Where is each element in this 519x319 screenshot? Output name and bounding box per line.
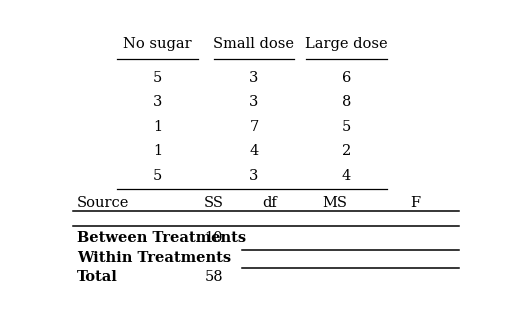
Text: 5: 5: [153, 70, 162, 85]
Text: 1: 1: [153, 144, 162, 158]
Text: 3: 3: [249, 95, 258, 109]
Text: 8: 8: [342, 95, 351, 109]
Text: F: F: [409, 196, 420, 210]
Text: Source: Source: [77, 196, 129, 210]
Text: 5: 5: [342, 120, 351, 134]
Text: 1: 1: [153, 120, 162, 134]
Text: df: df: [263, 196, 277, 210]
Text: Small dose: Small dose: [213, 37, 294, 51]
Text: 5: 5: [153, 169, 162, 183]
Text: 7: 7: [249, 120, 258, 134]
Text: 6: 6: [342, 70, 351, 85]
Text: Total: Total: [77, 270, 118, 284]
Text: 2: 2: [342, 144, 351, 158]
Text: Large dose: Large dose: [305, 37, 388, 51]
Text: 4: 4: [342, 169, 351, 183]
Text: Between Treatments: Between Treatments: [77, 232, 246, 245]
Text: SS: SS: [203, 196, 224, 210]
Text: 4: 4: [249, 144, 258, 158]
Text: 3: 3: [249, 70, 258, 85]
Text: 58: 58: [204, 270, 223, 284]
Text: 3: 3: [249, 169, 258, 183]
Text: No sugar: No sugar: [123, 37, 192, 51]
Text: MS: MS: [322, 196, 347, 210]
Text: 10: 10: [204, 232, 223, 245]
Text: Within Treatments: Within Treatments: [77, 251, 231, 265]
Text: 3: 3: [153, 95, 162, 109]
